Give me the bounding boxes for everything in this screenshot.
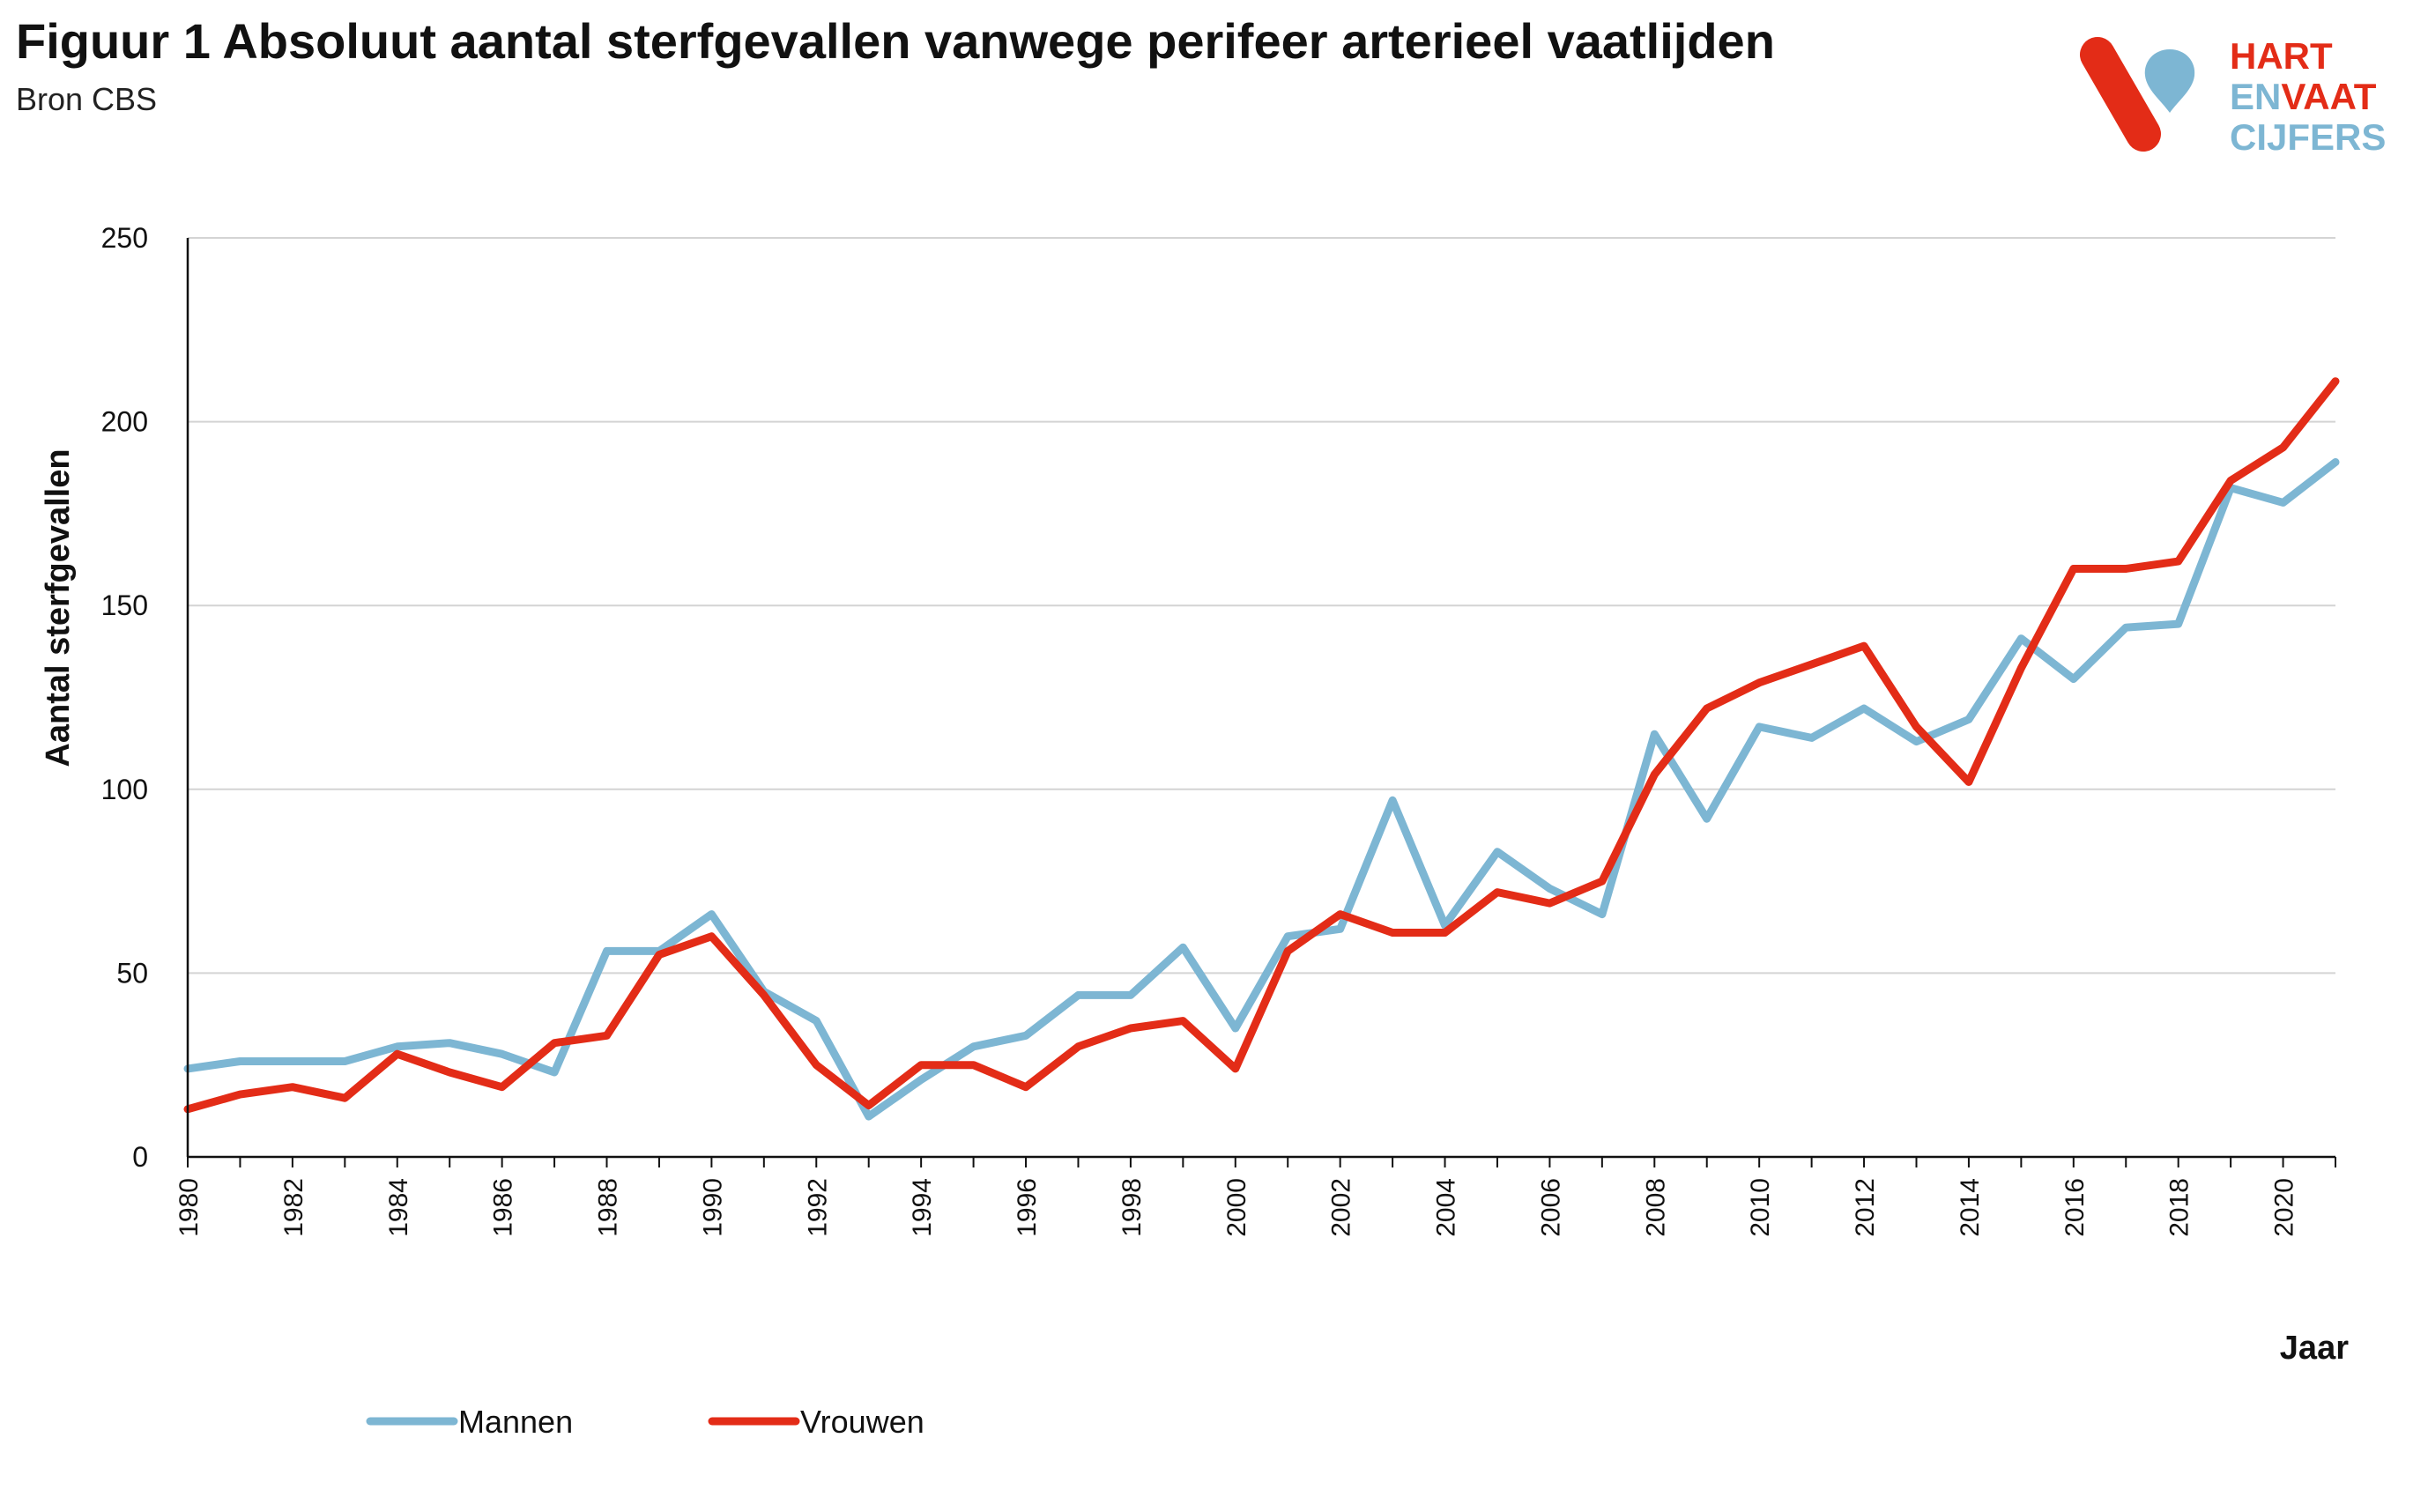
x-tick-label: 1984 [384,1178,413,1237]
x-tick-label: 1980 [174,1178,204,1237]
x-tick-label: 1988 [594,1178,623,1237]
y-tick-label: 150 [101,589,148,621]
axes [186,238,2336,1167]
x-tick-label: 2008 [1641,1178,1670,1237]
x-tick-label: 1998 [1117,1178,1147,1237]
legend-label-mannen: Mannen [458,1404,573,1440]
legend: Mannen Vrouwen [366,1404,924,1440]
series-line-vrouwen [183,377,2340,1114]
series-line-mannen [183,458,2340,1121]
svg-text:ENVAAT: ENVAAT [2230,76,2377,117]
x-tick-labels: 1980 1982 1984 1986 1988 1990 1992 1994 1996 1998… [174,1178,2299,1237]
logo-line-2b: VAAT [2281,76,2376,117]
x-tick-label: 2014 [1956,1178,1985,1237]
x-tick-label: 2000 [1222,1178,1251,1237]
x-tick-label: 2012 [1851,1178,1880,1237]
chart-source: Bron CBS [16,81,158,117]
logo-mark-icon [2080,37,2195,152]
x-tick-label: 1982 [279,1178,308,1237]
logo-line-2a: EN [2230,76,2281,117]
x-tick-label: 1986 [489,1178,518,1237]
series-lines [183,377,2340,1121]
x-tick-label: 1992 [803,1178,832,1237]
x-tick-label: 1996 [1013,1178,1042,1237]
y-tick-label: 200 [101,406,148,438]
logo-line-1: HART [2230,35,2333,77]
x-tick-label: 2002 [1327,1178,1356,1237]
x-tick-label: 1994 [908,1178,937,1237]
y-tick-label: 50 [116,957,148,989]
x-tick-label: 2018 [2165,1178,2194,1237]
y-tick-label: 100 [101,774,148,805]
x-tick-label: 1990 [698,1178,727,1237]
x-tick-label: 2020 [2270,1178,2299,1237]
gridlines [188,237,2335,975]
chart-title: Figuur 1 Absoluut aantal sterfgevallen v… [16,13,1775,69]
x-tick-label: 2006 [1536,1178,1565,1237]
y-tick-label: 250 [101,222,148,254]
x-tick-label: 2010 [1746,1178,1775,1237]
logo-line-3: CIJFERS [2230,116,2386,158]
y-tick-label: 0 [132,1141,148,1173]
x-axis-title: Jaar [2280,1330,2349,1367]
x-tick-label: 2016 [2060,1178,2090,1237]
x-tick-label: 2004 [1432,1178,1461,1237]
y-tick-labels: 0 50 100 150 200 250 [101,222,148,1173]
y-axis-title: Aantal sterfgevallen [40,448,77,767]
hartenvaatcijfers-logo: HART ENVAAT CIJFERS [2080,35,2386,158]
legend-label-vrouwen: Vrouwen [800,1404,924,1440]
